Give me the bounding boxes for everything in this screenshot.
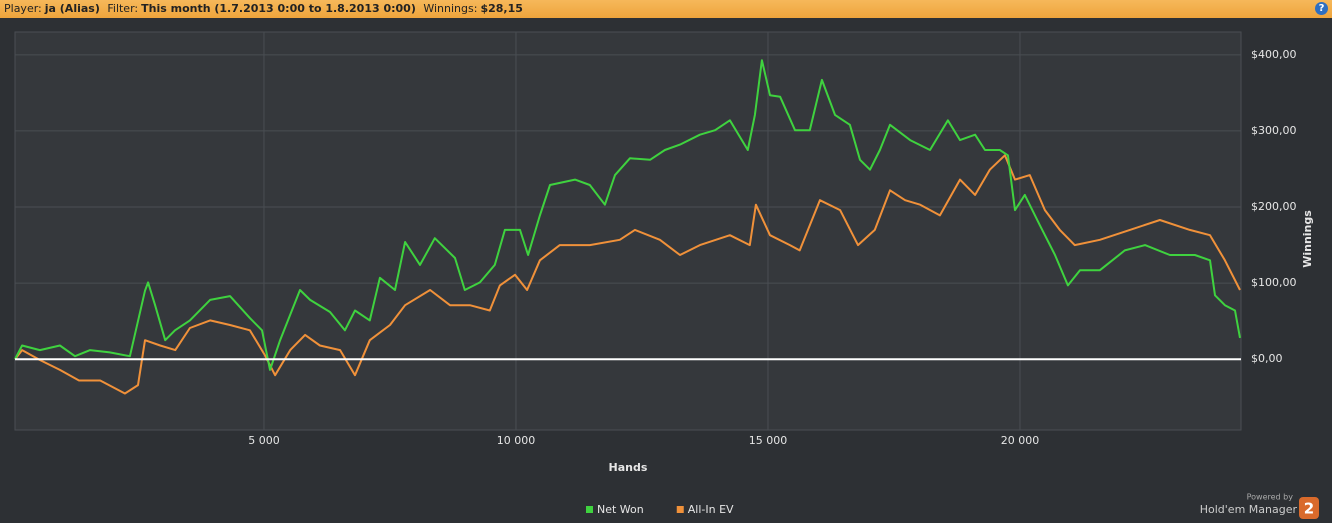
legend-label: Net Won — [597, 503, 644, 516]
value: $28,15 — [480, 2, 523, 15]
filter-bar: Player: ja (Alias) Filter: This month (1.7… — [0, 0, 1332, 18]
y-tick-label: $100,00 — [1251, 276, 1297, 289]
y-tick-label: $200,00 — [1251, 200, 1297, 213]
help-button[interactable]: ? — [1315, 2, 1328, 15]
label: Filter: — [107, 2, 139, 15]
x-tick-label: 20 000 — [1001, 434, 1040, 447]
powered-by: Powered by — [1247, 493, 1294, 502]
legend-swatch — [676, 506, 684, 513]
y-axis-label: Winnings — [1301, 210, 1314, 268]
brand: Hold'em Manager — [1200, 503, 1298, 516]
x-axis-label: Hands — [609, 461, 648, 474]
x-tick-label: 5 000 — [248, 434, 280, 447]
y-tick-label: $300,00 — [1251, 124, 1297, 137]
chart: Hands Winnings Powered by Hold'em Manage… — [14, 31, 1319, 519]
y-tick-label: $400,00 — [1251, 48, 1297, 61]
x-tick-label: 10 000 — [497, 434, 536, 447]
y-tick-label: $0,00 — [1251, 352, 1283, 365]
value: ja (Alias) — [44, 2, 100, 15]
legend-label: All-In EV — [688, 503, 734, 516]
legend-swatch — [586, 506, 593, 513]
plot-area — [14, 31, 1242, 431]
x-tick-label: 15 000 — [749, 434, 788, 447]
series-line — [14, 59, 1241, 371]
logo — [1299, 497, 1319, 519]
value: This month (1.7.2013 0:00 to 1.8.2013 0:… — [141, 2, 416, 15]
label: Winnings: — [423, 2, 478, 15]
logo-text: 2 — [1304, 500, 1314, 518]
label: Player: — [4, 2, 42, 15]
